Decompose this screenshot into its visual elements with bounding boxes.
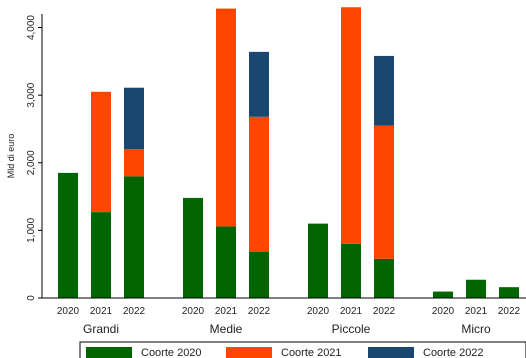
x-tick-label: 2021 (465, 306, 488, 317)
bar-segment (499, 287, 519, 298)
legend-box (79, 341, 526, 358)
x-tick-label: 2021 (340, 306, 363, 317)
bars (58, 7, 519, 298)
x-tick-label: 2022 (248, 306, 271, 317)
y-tick-label: 0 (26, 295, 37, 301)
x-tick-label: 2021 (215, 306, 238, 317)
bar-segment (374, 55, 394, 126)
bar-segment (341, 7, 361, 244)
legend-label: Coorte 2022 (423, 347, 484, 358)
bar-segment (216, 8, 236, 227)
bar-segment (341, 243, 361, 298)
y-tick-label: 3,000 (26, 82, 37, 107)
bar-segment (249, 252, 269, 298)
bar-segment (249, 51, 269, 117)
legend-swatch (226, 347, 272, 358)
legend-swatch (368, 347, 414, 358)
bar-segment (308, 223, 328, 298)
group-label: Medie (210, 322, 243, 336)
y-tick-label: 1,000 (26, 217, 37, 242)
bar-segment (91, 91, 111, 213)
bar-segment (433, 291, 453, 298)
legend-label: Coorte 2020 (141, 347, 202, 358)
x-tick-label: 2022 (123, 306, 146, 317)
x-tick-label: 2022 (498, 306, 521, 317)
x-tick-label: 2020 (182, 306, 205, 317)
legend-label: Coorte 2021 (281, 347, 342, 358)
bar-segment (374, 125, 394, 259)
y-axis: 0 1,000 2,000 3,000 4,000 (26, 14, 43, 301)
bar-segment (374, 258, 394, 298)
bar-segment (91, 212, 111, 298)
group-label: Grandi (83, 322, 119, 336)
bar-segment (249, 116, 269, 253)
legend-swatch (86, 347, 132, 358)
bar-segment (124, 87, 144, 150)
y-axis-title: Mld di euro (6, 134, 16, 179)
group-label: Micro (461, 322, 491, 336)
legend: Coorte 2020 Coorte 2021 Coorte 2022 (79, 341, 526, 358)
group-label: Piccole (332, 322, 371, 336)
y-tick-label: 2,000 (26, 150, 37, 175)
x-tick-label: 2022 (373, 306, 396, 317)
bar-segment (124, 149, 144, 177)
bar-segment (58, 172, 78, 298)
bar-segment (216, 226, 236, 298)
bar-segment (183, 197, 203, 298)
x-tick-label: 2020 (57, 306, 80, 317)
bar-segment (466, 279, 486, 298)
y-tick-label: 4,000 (26, 15, 37, 40)
bar-segment (124, 176, 144, 298)
x-tick-label: 2020 (307, 306, 330, 317)
x-tick-label: 2020 (432, 306, 455, 317)
x-tick-label: 2021 (90, 306, 113, 317)
